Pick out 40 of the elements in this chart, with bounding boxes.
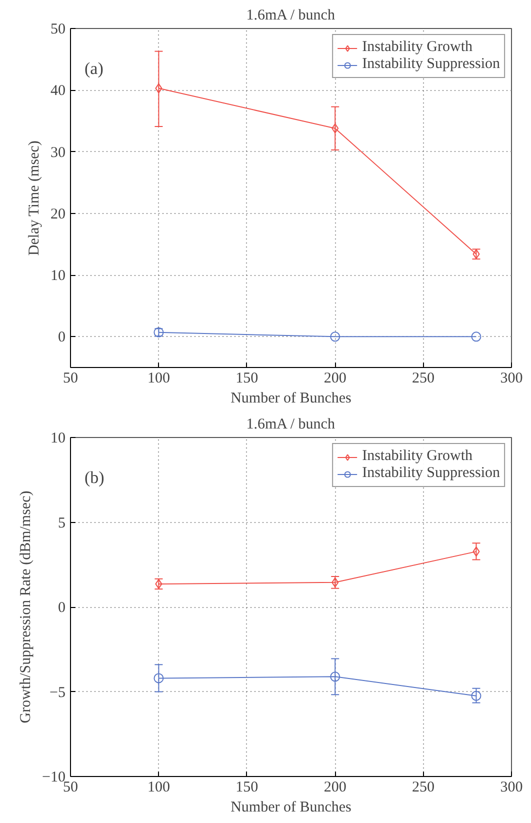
legend-label: Instability Suppression <box>362 56 500 73</box>
y-tick-label: 10 <box>50 268 66 284</box>
y-tick-label: 40 <box>50 83 66 100</box>
y-tick-label: −5 <box>50 684 66 701</box>
y-tick-label: 0 <box>58 600 66 616</box>
annotation: (a) <box>84 59 104 78</box>
point <box>471 690 482 701</box>
x-tick-label: 100 <box>147 370 170 386</box>
point <box>330 672 340 682</box>
x-tick-label: 250 <box>412 370 435 386</box>
x-tick-label: 150 <box>236 370 258 386</box>
point <box>471 332 482 342</box>
y-tick-label: 50 <box>50 22 66 38</box>
legend-label: Instability Suppression <box>362 465 500 482</box>
y-tick-label: 0 <box>58 330 66 346</box>
chart-title: 1.6mA / bunch <box>246 416 336 432</box>
x-tick-label: 200 <box>324 780 346 796</box>
y-tick-label: 20 <box>50 206 66 222</box>
point <box>332 123 339 134</box>
y-axis-title: Growth/Suppression Rate (dBm/msec) <box>18 490 34 724</box>
chart-title: 1.6mA / bunch <box>246 8 336 24</box>
x-axis-title: Number of Bunches <box>230 800 352 816</box>
y-tick-label: 30 <box>50 144 66 161</box>
y-tick-label: 10 <box>50 430 66 446</box>
x-tick-label: 100 <box>147 780 170 796</box>
point <box>330 332 340 342</box>
y-tick-label: 5 <box>58 515 66 532</box>
x-tick-label: 200 <box>324 370 346 386</box>
x-axis-title: Number of Bunches <box>230 390 352 406</box>
point <box>154 673 164 684</box>
legend-label: Instability Growth <box>362 448 472 465</box>
x-tick-label: 300 <box>500 370 523 386</box>
legend-label: Instability Growth <box>362 39 472 56</box>
annotation: (b) <box>84 468 104 487</box>
x-tick-label: 250 <box>412 780 435 796</box>
x-tick-label: 150 <box>236 780 258 796</box>
point <box>472 546 480 557</box>
x-tick-label: 300 <box>500 780 523 796</box>
y-axis-title: Delay Time (msec) <box>26 140 42 256</box>
point <box>155 83 162 94</box>
